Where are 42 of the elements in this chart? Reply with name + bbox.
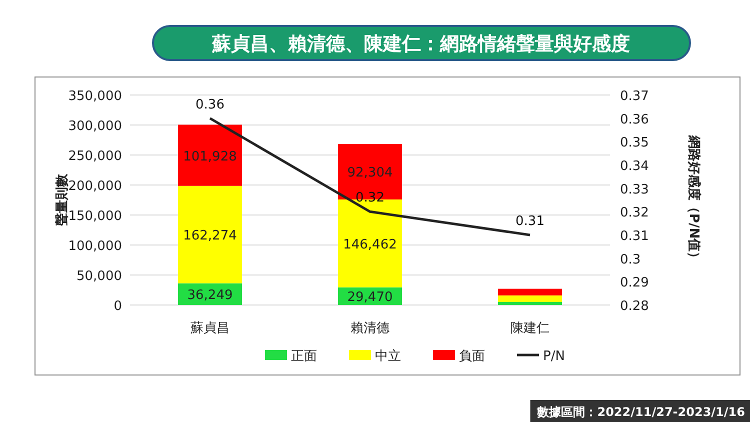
y-tick-label: 100,000 <box>68 239 122 254</box>
y2-tick-label: 0.31 <box>620 229 649 244</box>
y-tick-label: 0 <box>114 299 122 314</box>
y2-tick-label: 0.37 <box>620 89 649 104</box>
bar <box>498 295 562 302</box>
x-tick-label: 賴清德 <box>350 321 390 336</box>
y2-tick-label: 0.29 <box>620 276 649 291</box>
x-tick-label: 蘇貞昌 <box>190 321 230 336</box>
data-label: 146,462 <box>343 237 397 252</box>
chart-title: 蘇貞昌、賴清德、陳建仁：網路情緒聲量與好感度 <box>211 33 630 55</box>
data-label: 29,470 <box>347 290 393 306</box>
data-label: 36,249 <box>187 288 233 304</box>
y2-tick-label: 0.33 <box>620 182 649 198</box>
data-label: 162,274 <box>183 228 237 244</box>
y-tick-label: 350,000 <box>68 89 122 104</box>
x-tick-label: 陳建仁 <box>510 321 550 336</box>
data-label: 92,304 <box>347 166 393 181</box>
bar <box>498 302 562 305</box>
y2-tick-label: 0.35 <box>620 136 649 151</box>
y-axis-title: 聲量則數 <box>55 173 70 227</box>
y2-tick-label: 0.32 <box>620 206 649 221</box>
legend-label: P/N <box>543 349 565 364</box>
legend-label: 負面 <box>459 349 485 364</box>
legend-label: 中立 <box>375 348 401 364</box>
y-tick-label: 300,000 <box>68 119 122 134</box>
y2-tick-label: 0.28 <box>620 299 649 314</box>
bar <box>498 288 562 296</box>
bar <box>178 186 242 284</box>
y-tick-label: 200,000 <box>68 179 122 194</box>
y2-tick-label: 0.36 <box>620 112 649 128</box>
bar <box>178 124 242 186</box>
legend-label: 正面 <box>291 349 317 364</box>
data-label: 0.31 <box>516 214 544 229</box>
y2-tick-label: 0.34 <box>620 159 649 174</box>
y-tick-label: 150,000 <box>68 209 122 224</box>
y-tick-label: 50,000 <box>76 269 122 284</box>
data-label: 101,928 <box>183 149 237 164</box>
data-label: 0.36 <box>196 97 224 112</box>
y2-axis-title: 網路好感度（P/N值） <box>686 134 702 265</box>
text: 數據區間：2022/11/27-2023/1/16 <box>536 405 745 419</box>
y2-tick-label: 0.3 <box>620 252 641 268</box>
y-tick-label: 250,000 <box>68 149 122 164</box>
